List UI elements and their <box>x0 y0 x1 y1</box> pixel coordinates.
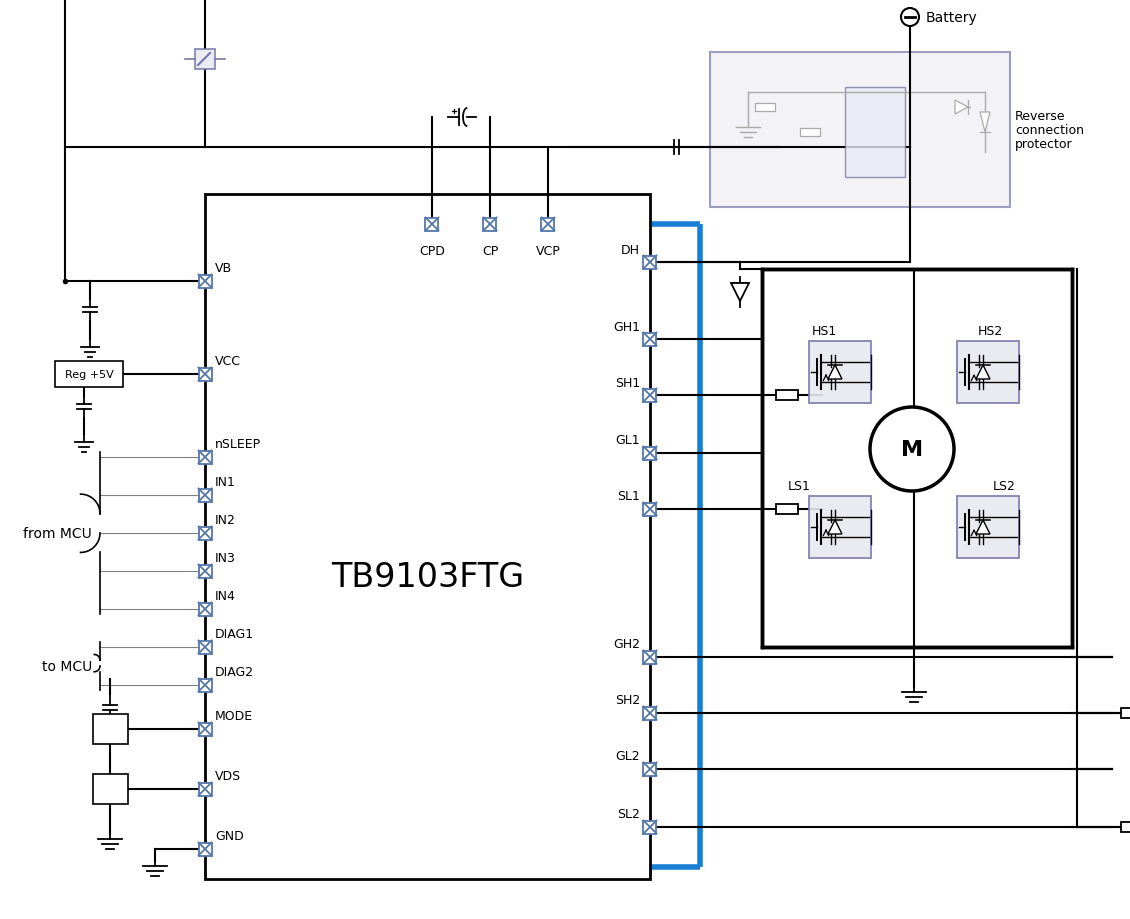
Text: DIAG2: DIAG2 <box>215 665 254 679</box>
Text: to MCU: to MCU <box>42 659 92 674</box>
Bar <box>643 256 657 269</box>
Polygon shape <box>828 520 842 535</box>
Bar <box>845 88 905 177</box>
Bar <box>93 774 128 804</box>
Text: Battery: Battery <box>925 11 977 25</box>
Bar <box>957 342 1019 403</box>
Circle shape <box>870 407 954 492</box>
Bar <box>199 489 211 502</box>
Bar <box>776 391 798 401</box>
Text: from MCU: from MCU <box>24 527 92 540</box>
Text: SL1: SL1 <box>617 490 640 503</box>
Text: IN4: IN4 <box>215 590 236 603</box>
Bar <box>541 219 555 232</box>
Bar <box>643 447 657 460</box>
Bar <box>199 843 211 856</box>
Text: IN2: IN2 <box>215 514 236 527</box>
Bar <box>643 503 657 516</box>
Bar <box>800 129 820 137</box>
Text: GL1: GL1 <box>616 434 640 447</box>
Text: CP: CP <box>481 244 498 257</box>
Text: VDS: VDS <box>215 769 241 783</box>
Bar <box>710 53 1010 208</box>
Bar <box>199 275 211 289</box>
Bar <box>199 783 211 796</box>
Polygon shape <box>955 101 968 115</box>
Text: connection: connection <box>1015 124 1084 137</box>
Circle shape <box>901 9 919 27</box>
Bar <box>809 342 871 403</box>
Bar <box>55 361 123 388</box>
Text: GH1: GH1 <box>612 320 640 334</box>
Text: MODE: MODE <box>215 709 253 722</box>
Bar <box>199 603 211 616</box>
Bar <box>643 763 657 776</box>
Text: DH: DH <box>622 244 640 256</box>
Bar <box>199 641 211 653</box>
Polygon shape <box>976 520 990 535</box>
Bar <box>1121 823 1130 832</box>
Bar <box>1121 709 1130 719</box>
Text: HS1: HS1 <box>812 324 837 337</box>
Text: LS2: LS2 <box>993 479 1016 492</box>
Text: M: M <box>901 439 923 460</box>
Text: Reg +5V: Reg +5V <box>64 369 113 380</box>
Bar <box>755 104 775 112</box>
Bar <box>776 505 798 515</box>
Bar <box>643 821 657 834</box>
Bar <box>957 496 1019 559</box>
Text: VB: VB <box>215 261 232 274</box>
Polygon shape <box>976 366 990 380</box>
Bar <box>643 389 657 403</box>
Polygon shape <box>980 113 990 133</box>
Bar <box>426 219 438 232</box>
Text: SH1: SH1 <box>615 376 640 389</box>
Bar <box>484 219 496 232</box>
Text: IN3: IN3 <box>215 552 236 565</box>
Text: GL2: GL2 <box>616 750 640 763</box>
Bar <box>643 334 657 346</box>
Bar <box>205 195 650 879</box>
Polygon shape <box>731 284 749 301</box>
Text: Reverse: Reverse <box>1015 110 1066 123</box>
Bar <box>199 722 211 736</box>
Text: HS2: HS2 <box>977 324 1003 337</box>
Bar <box>762 269 1072 647</box>
Bar <box>199 565 211 578</box>
Bar <box>199 527 211 540</box>
Bar <box>643 707 657 720</box>
Text: GH2: GH2 <box>612 638 640 651</box>
Polygon shape <box>828 366 842 380</box>
Text: VCP: VCP <box>536 244 560 257</box>
Bar <box>93 714 128 744</box>
Text: DIAG1: DIAG1 <box>215 628 254 641</box>
Text: protector: protector <box>1015 138 1072 151</box>
Text: GND: GND <box>215 830 244 843</box>
Bar <box>809 496 871 559</box>
Bar <box>199 369 211 381</box>
Text: IN1: IN1 <box>215 476 236 489</box>
Text: SH2: SH2 <box>615 694 640 707</box>
Bar <box>195 50 215 70</box>
Text: LS1: LS1 <box>788 479 811 492</box>
Text: SL2: SL2 <box>617 808 640 821</box>
Text: VCC: VCC <box>215 354 241 367</box>
Text: CPD: CPD <box>419 244 445 257</box>
Text: nSLEEP: nSLEEP <box>215 438 261 451</box>
Bar <box>199 451 211 464</box>
Bar <box>199 679 211 692</box>
Text: TB9103FTG: TB9103FTG <box>331 561 524 594</box>
Bar <box>643 651 657 664</box>
